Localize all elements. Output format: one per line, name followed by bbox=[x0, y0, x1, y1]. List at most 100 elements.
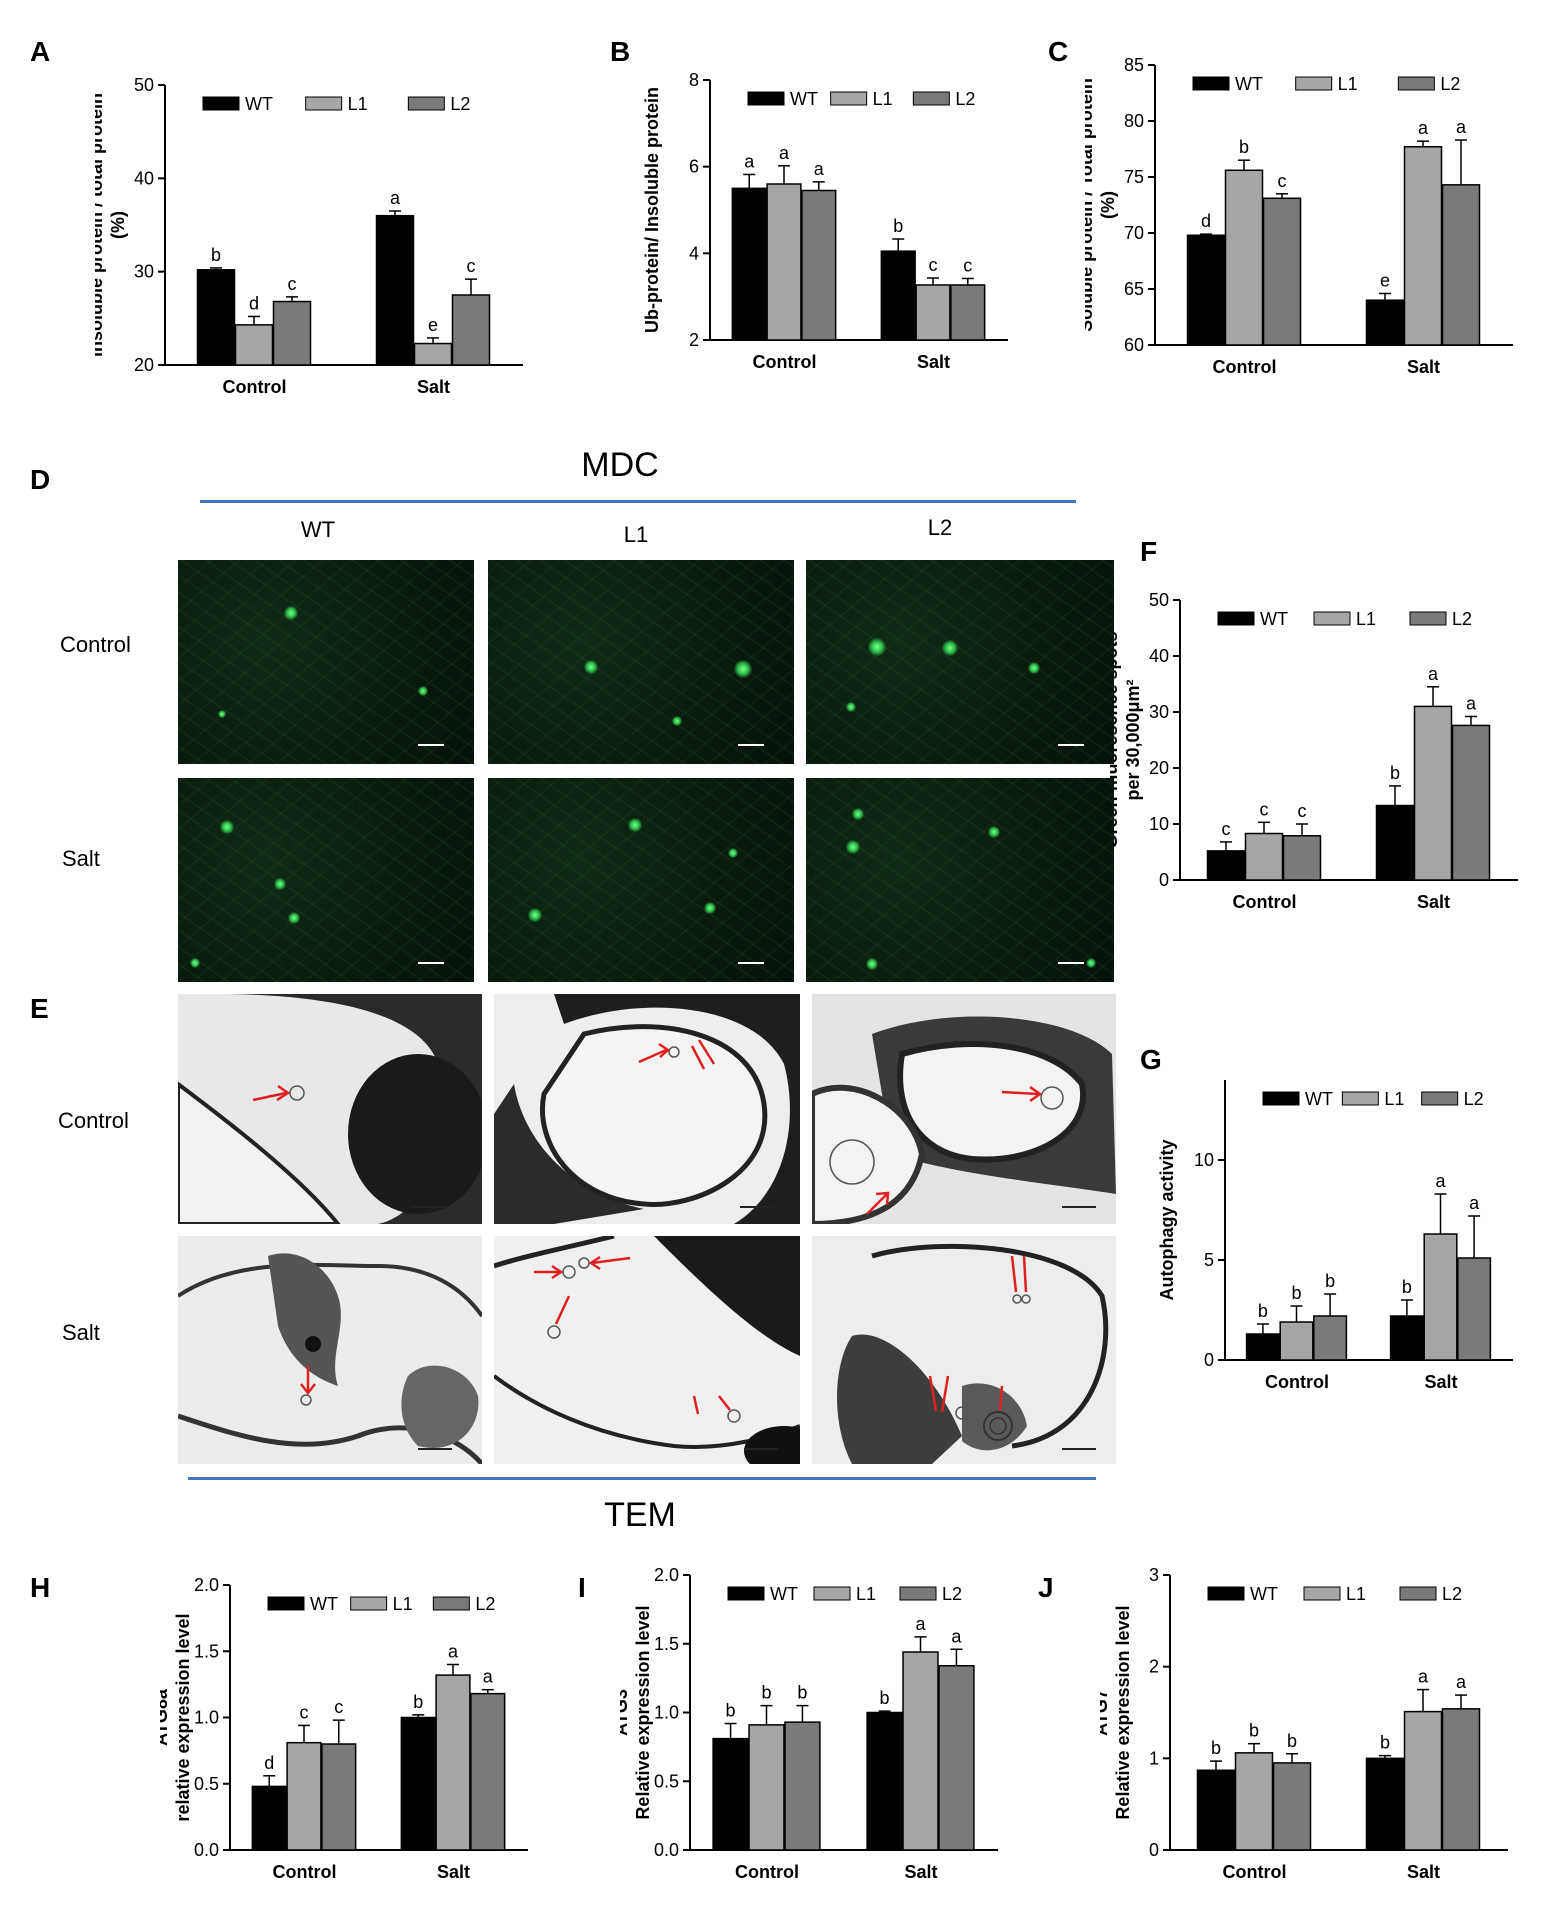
legend-swatch bbox=[1192, 76, 1230, 91]
mdc-rule bbox=[200, 500, 1076, 503]
legend-swatch bbox=[727, 1586, 765, 1601]
bar bbox=[1282, 835, 1322, 881]
significance-letter: d bbox=[264, 1753, 274, 1773]
y-tick-label: 50 bbox=[134, 75, 154, 95]
y-axis-label: Green ffluorescnce spotsper 30,000μm² bbox=[1110, 631, 1143, 848]
legend-label: L2 bbox=[955, 89, 975, 109]
significance-letter: b bbox=[1402, 1277, 1412, 1297]
legend-swatch bbox=[1409, 611, 1447, 626]
panel-letter-c: C bbox=[1048, 36, 1069, 67]
bar bbox=[748, 1724, 785, 1851]
legend-label: L2 bbox=[1442, 1584, 1462, 1604]
legend-swatch bbox=[747, 91, 785, 106]
y-tick-label: 0 bbox=[1149, 1840, 1159, 1860]
bar bbox=[1186, 234, 1226, 346]
bar bbox=[1365, 1757, 1405, 1851]
y-tick-label: 0.0 bbox=[194, 1840, 219, 1860]
bar bbox=[196, 269, 236, 366]
legend-swatch bbox=[912, 91, 950, 106]
significance-letter: b bbox=[1291, 1283, 1301, 1303]
legend-label: WT bbox=[1260, 609, 1288, 629]
y-axis-label: Ub-protein/ Insoluble protein bbox=[642, 87, 662, 333]
significance-letter: a bbox=[448, 1642, 459, 1662]
y-axis-label: ATG3 Relative expression level bbox=[620, 1605, 653, 1819]
bar bbox=[1457, 1257, 1492, 1361]
panel-letter-j: J bbox=[1038, 1572, 1054, 1603]
tem-image-wt-control bbox=[178, 994, 482, 1224]
y-tick-label: 40 bbox=[134, 168, 154, 188]
legend-swatch bbox=[202, 96, 240, 111]
bar bbox=[801, 189, 837, 341]
panel-letter-h: H bbox=[30, 1572, 51, 1603]
x-tick-label: Salt bbox=[417, 377, 450, 397]
y-tick-label: 1.0 bbox=[654, 1703, 679, 1723]
significance-letter: b bbox=[1380, 1733, 1390, 1753]
y-tick-label: 6 bbox=[689, 157, 699, 177]
bar bbox=[866, 1711, 903, 1851]
bar bbox=[766, 183, 802, 341]
bar bbox=[1403, 1710, 1443, 1851]
y-tick-label: 2 bbox=[689, 330, 699, 350]
bar bbox=[938, 1665, 975, 1851]
x-tick-label: Salt bbox=[1407, 1862, 1440, 1882]
legend-swatch bbox=[1217, 611, 1255, 626]
bar bbox=[1262, 197, 1302, 346]
bar bbox=[400, 1716, 436, 1851]
significance-letter: c bbox=[300, 1702, 309, 1722]
mdc-image-l1-salt bbox=[488, 778, 794, 982]
significance-letter: a bbox=[390, 188, 401, 208]
column-label-wt: WT bbox=[300, 517, 336, 542]
y-tick-label: 2.0 bbox=[194, 1575, 219, 1595]
mdc-header: MDC bbox=[581, 446, 659, 484]
y-tick-label: 20 bbox=[1149, 758, 1169, 778]
bar bbox=[1272, 1762, 1312, 1851]
legend-swatch bbox=[1262, 1091, 1300, 1106]
bar bbox=[1451, 724, 1491, 881]
significance-letter: c bbox=[288, 274, 297, 294]
x-tick-label: Control bbox=[1223, 1862, 1287, 1882]
legend-label: L1 bbox=[393, 1594, 413, 1614]
row-label-mdc-salt: Salt bbox=[62, 846, 100, 871]
row-label-tem-control: Control bbox=[58, 1108, 129, 1133]
significance-letter: a bbox=[1418, 118, 1429, 138]
column-label-l1: L1 bbox=[623, 522, 649, 547]
y-tick-label: 85 bbox=[1124, 55, 1144, 75]
y-tick-label: 1.0 bbox=[194, 1708, 219, 1728]
legend-swatch bbox=[267, 1596, 305, 1611]
legend-swatch bbox=[350, 1596, 388, 1611]
tem-rule bbox=[188, 1477, 1096, 1480]
bar bbox=[1196, 1769, 1236, 1851]
panel-letter-f: F bbox=[1140, 536, 1158, 567]
y-tick-label: 40 bbox=[1149, 646, 1169, 666]
legend-label: WT bbox=[790, 89, 818, 109]
legend-swatch bbox=[1421, 1091, 1459, 1106]
significance-letter: c bbox=[334, 1697, 343, 1717]
y-tick-label: 0.5 bbox=[654, 1771, 679, 1791]
legend-label: L1 bbox=[348, 94, 368, 114]
significance-letter: a bbox=[779, 143, 790, 163]
y-tick-label: 20 bbox=[134, 355, 154, 375]
legend-swatch bbox=[432, 1596, 470, 1611]
bar bbox=[1441, 184, 1481, 346]
legend-swatch bbox=[813, 1586, 851, 1601]
bar bbox=[1313, 1315, 1348, 1361]
tem-image-l2-control bbox=[812, 994, 1116, 1224]
mdc-image-wt-salt bbox=[178, 778, 474, 982]
chart-g: 0 5 10 Autophagy activity b b b Control b a a Salt W… bbox=[1157, 1080, 1513, 1392]
significance-letter: b bbox=[1325, 1271, 1335, 1291]
x-tick-label: Control bbox=[223, 377, 287, 397]
significance-letter: a bbox=[915, 1614, 926, 1634]
y-tick-label: 80 bbox=[1124, 111, 1144, 131]
bar bbox=[413, 342, 453, 366]
y-tick-label: 2 bbox=[1149, 1657, 1159, 1677]
significance-letter: a bbox=[814, 159, 825, 179]
column-label-l2: L2 bbox=[927, 515, 953, 540]
y-tick-label: 70 bbox=[1124, 223, 1144, 243]
significance-letter: b bbox=[726, 1701, 736, 1721]
significance-letter: e bbox=[1380, 270, 1390, 290]
tem-header: TEM bbox=[604, 1496, 676, 1534]
bar bbox=[1244, 832, 1284, 881]
y-axis-label: Autophagy activity bbox=[1157, 1139, 1177, 1300]
